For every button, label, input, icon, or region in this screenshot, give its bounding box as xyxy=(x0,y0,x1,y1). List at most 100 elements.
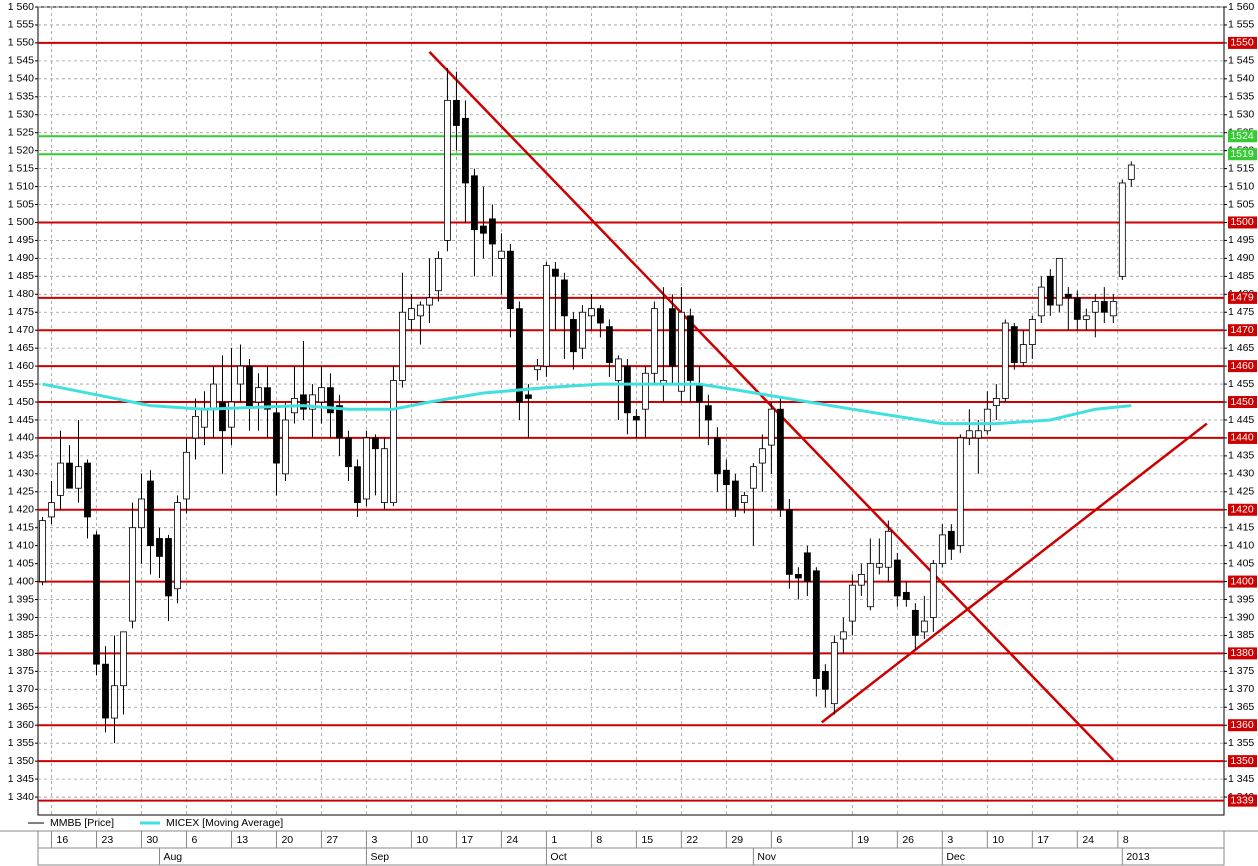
candle-body xyxy=(1046,275,1054,306)
y-tick-label-right: 1 415 xyxy=(1228,521,1254,533)
candle-body xyxy=(785,509,793,575)
candle-body xyxy=(381,448,388,503)
candle-body xyxy=(1073,297,1081,320)
y-tick-label: 1 470 xyxy=(8,324,34,336)
x-tick-label: 26 xyxy=(902,834,914,846)
candle-body xyxy=(48,502,55,518)
candle-body xyxy=(947,530,955,550)
level-label: 1450 xyxy=(1230,396,1254,408)
level-label-box xyxy=(1228,130,1257,143)
candle-body xyxy=(201,408,208,428)
candle-body xyxy=(641,372,649,410)
candle-body xyxy=(417,304,424,317)
y-tick-label-right: 1 390 xyxy=(1228,611,1254,623)
level-label-box xyxy=(1228,431,1257,444)
y-tick-label: 1 420 xyxy=(8,504,34,516)
y-tick-label-right: 1 495 xyxy=(1228,234,1254,246)
candle-body xyxy=(588,308,595,317)
candle-body xyxy=(210,383,217,410)
candle-body xyxy=(884,530,892,568)
y-tick-label: 1 505 xyxy=(8,198,34,210)
candle-body xyxy=(956,437,964,547)
candle-body xyxy=(309,394,316,410)
y-tick-label: 1 545 xyxy=(8,55,34,67)
level-label: 1519 xyxy=(1230,148,1254,160)
candle-body xyxy=(866,563,874,608)
x-tick-label: 22 xyxy=(686,834,698,846)
y-tick-label-right: 1 485 xyxy=(1228,270,1254,282)
candle-body xyxy=(57,462,64,496)
level-label-box xyxy=(1228,575,1257,588)
y-tick-label-right: 1 475 xyxy=(1228,306,1254,318)
candle-body xyxy=(920,620,928,633)
candle-body xyxy=(219,401,226,432)
y-tick-label: 1 510 xyxy=(8,180,34,192)
y-tick-label: 1 465 xyxy=(8,342,34,354)
y-tick-label-right: 1 515 xyxy=(1228,162,1254,174)
x-tick-label: 30 xyxy=(146,834,158,846)
candle-body xyxy=(1127,164,1135,180)
y-tick-label: 1 345 xyxy=(8,773,34,785)
x-tick-label: 13 xyxy=(236,834,248,846)
level-label: 1550 xyxy=(1230,37,1254,49)
x-tick-label: 3 xyxy=(947,834,953,846)
candle-body xyxy=(543,265,550,367)
candle-body xyxy=(624,365,631,414)
level-label-box xyxy=(1228,216,1257,229)
candle-body xyxy=(677,311,685,392)
y-tick-label: 1 435 xyxy=(8,450,34,462)
candle-body xyxy=(390,380,397,503)
y-tick-label: 1 380 xyxy=(8,647,34,659)
level-label: 1350 xyxy=(1230,755,1254,767)
month-label: Sep xyxy=(370,851,389,863)
candle-body xyxy=(875,563,883,568)
x-tick-label: 20 xyxy=(281,834,293,846)
y-tick-label-right: 1 355 xyxy=(1228,737,1254,749)
y-tick-label: 1 555 xyxy=(8,19,34,31)
candle-body xyxy=(821,670,829,690)
level-label: 1339 xyxy=(1230,794,1254,806)
candle-body xyxy=(848,584,856,622)
month-label: Nov xyxy=(757,851,776,863)
candle-body xyxy=(704,405,712,421)
y-tick-label-right: 1 405 xyxy=(1228,557,1254,569)
y-tick-label-right: 1 560 xyxy=(1228,1,1254,13)
candle-body xyxy=(345,437,352,468)
candle-body xyxy=(570,319,577,353)
y-tick-label: 1 495 xyxy=(8,234,34,246)
candle-body xyxy=(228,401,235,428)
moving-average xyxy=(42,382,1132,426)
candle-body xyxy=(192,415,199,439)
level-label: 1479 xyxy=(1230,292,1254,304)
candle-body xyxy=(839,631,847,640)
y-tick-label-right: 1 490 xyxy=(1228,252,1254,264)
candle-body xyxy=(1010,326,1018,363)
candle-body xyxy=(749,466,757,489)
level-label-box xyxy=(1228,396,1257,409)
y-tick-label: 1 395 xyxy=(8,593,34,605)
y-tick-label-right: 1 505 xyxy=(1228,198,1254,210)
candle-body xyxy=(902,591,910,600)
x-tick-label: 8 xyxy=(1123,834,1129,846)
candle-body xyxy=(138,498,145,529)
date-axis-frame xyxy=(37,830,1225,866)
candle-body xyxy=(803,552,811,582)
y-tick-label: 1 500 xyxy=(8,216,34,228)
candle-body xyxy=(911,609,919,636)
candle-body xyxy=(372,437,379,450)
candle-body xyxy=(1064,293,1072,299)
candle-body xyxy=(327,387,334,414)
level-label-box xyxy=(1228,755,1257,768)
level-label-box xyxy=(1228,794,1257,807)
x-tick-label: 17 xyxy=(461,834,473,846)
candle-body xyxy=(336,405,343,439)
x-tick-label: 24 xyxy=(1082,834,1094,846)
x-tick-label: 6 xyxy=(776,834,782,846)
y-tick-label-right: 1 375 xyxy=(1228,665,1254,677)
level-label: 1440 xyxy=(1230,432,1254,444)
x-tick-label: 29 xyxy=(731,834,743,846)
candle-body xyxy=(75,466,82,489)
x-tick-label: 6 xyxy=(191,834,197,846)
legend-label: MICEX [Moving Average] xyxy=(166,817,283,829)
